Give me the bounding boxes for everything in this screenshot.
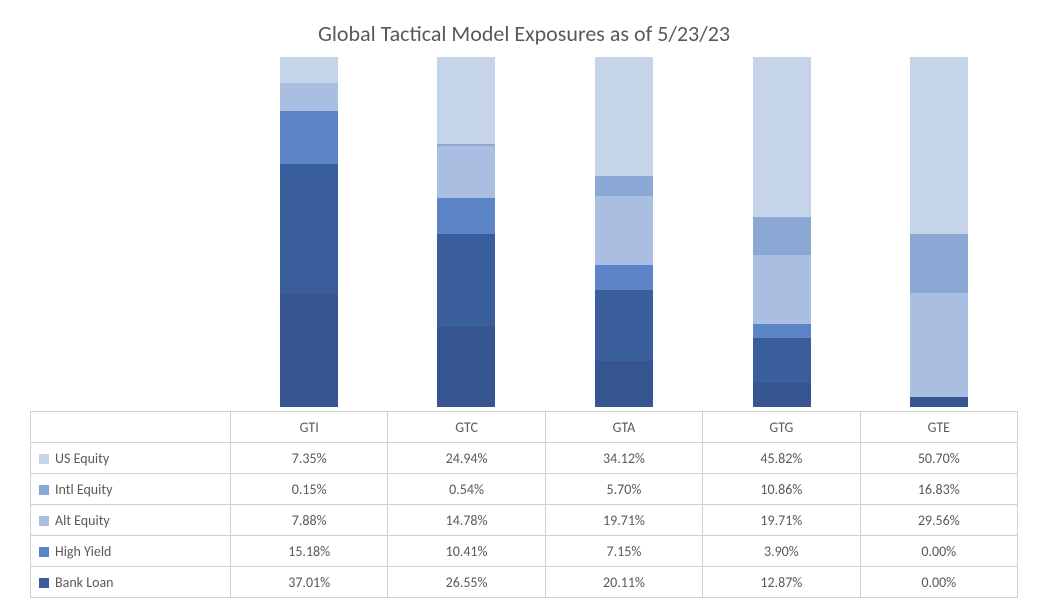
legend-swatch-icon <box>39 578 49 588</box>
chart-bar-stack <box>437 57 495 407</box>
chart-segment-high-yield <box>753 324 811 338</box>
chart-segment-us-equity <box>753 57 811 217</box>
chart-segment-high-yield <box>280 111 338 164</box>
table-header-row: GTI GTC GTA GTG GTE <box>31 412 1018 443</box>
table-cell: 3.90% <box>703 536 860 567</box>
table-row-label: Alt Equity <box>31 505 231 536</box>
chart-bar-stack <box>280 57 338 407</box>
table-row-label: US Equity <box>31 443 231 474</box>
table-cell: 5.70% <box>545 474 702 505</box>
chart-left-spacer <box>30 57 230 407</box>
chart-bar-gte <box>860 57 1018 407</box>
chart-segment-high-yield <box>437 198 495 234</box>
table-cell: 0.00% <box>860 567 1017 598</box>
chart-bar-stack <box>910 57 968 407</box>
table-cell: 7.35% <box>231 443 388 474</box>
table-col-header: GTC <box>388 412 545 443</box>
table-col-header: GTA <box>545 412 702 443</box>
chart-segment-alt-equity <box>280 83 338 111</box>
chart-segment-alt-equity <box>437 146 495 198</box>
legend-label: US Equity <box>55 450 109 467</box>
chart-title: Global Tactical Model Exposures as of 5/… <box>30 20 1018 47</box>
table-row-bank-loan: Bank Loan 37.01%26.55%20.11%12.87%0.00% <box>31 567 1018 598</box>
chart-segment-remainder <box>753 383 811 407</box>
table-col-header: GTG <box>703 412 860 443</box>
table-cell: 37.01% <box>231 567 388 598</box>
chart-bar-gti <box>230 57 388 407</box>
table-cell: 14.78% <box>388 505 545 536</box>
table-cell: 12.87% <box>703 567 860 598</box>
table-row-label: Bank Loan <box>31 567 231 598</box>
chart-segment-remainder <box>595 361 653 407</box>
legend-label: Bank Loan <box>55 574 114 591</box>
legend-swatch-icon <box>39 516 49 526</box>
chart-page: Global Tactical Model Exposures as of 5/… <box>0 0 1048 606</box>
table-col-header: GTE <box>860 412 1017 443</box>
chart-segment-bank-loan <box>280 164 338 294</box>
table-cell: 19.71% <box>545 505 702 536</box>
table-row-label: High Yield <box>31 536 231 567</box>
chart-segment-remainder <box>437 327 495 407</box>
legend-label: High Yield <box>55 543 111 560</box>
table-cell: 34.12% <box>545 443 702 474</box>
legend-swatch-icon <box>39 454 49 464</box>
table-corner-cell <box>31 412 231 443</box>
table-row-us-equity: US Equity 7.35%24.94%34.12%45.82%50.70% <box>31 443 1018 474</box>
chart-segment-us-equity <box>595 57 653 176</box>
table-col-header: GTI <box>231 412 388 443</box>
table-cell: 10.86% <box>703 474 860 505</box>
table-cell: 24.94% <box>388 443 545 474</box>
chart-bar-gta <box>545 57 703 407</box>
table-cell: 26.55% <box>388 567 545 598</box>
chart-plot-area <box>30 57 1018 407</box>
chart-segment-intl-equity <box>753 217 811 255</box>
table-cell: 0.00% <box>860 536 1017 567</box>
table-cell: 7.88% <box>231 505 388 536</box>
chart-segment-remainder <box>910 397 968 407</box>
chart-bar-gtg <box>703 57 861 407</box>
chart-segment-intl-equity <box>595 176 653 196</box>
chart-segment-alt-equity <box>910 293 968 396</box>
table-row-high-yield: High Yield 15.18%10.41%7.15%3.90%0.00% <box>31 536 1018 567</box>
table-row-label: Intl Equity <box>31 474 231 505</box>
table-cell: 0.54% <box>388 474 545 505</box>
table-cell: 19.71% <box>703 505 860 536</box>
table-cell: 29.56% <box>860 505 1017 536</box>
chart-segment-bank-loan <box>437 234 495 327</box>
chart-segment-bank-loan <box>595 290 653 360</box>
chart-segment-us-equity <box>437 57 495 144</box>
chart-segment-alt-equity <box>753 255 811 324</box>
legend-label: Intl Equity <box>55 481 112 498</box>
chart-segment-high-yield <box>595 265 653 290</box>
table-cell: 50.70% <box>860 443 1017 474</box>
legend-swatch-icon <box>39 547 49 557</box>
table-cell: 20.11% <box>545 567 702 598</box>
chart-bar-stack <box>595 57 653 407</box>
chart-bar-gtc <box>388 57 546 407</box>
chart-data-table: GTI GTC GTA GTG GTE US Equity 7.35%24.94%… <box>30 411 1018 598</box>
table-cell: 45.82% <box>703 443 860 474</box>
table-cell: 16.83% <box>860 474 1017 505</box>
legend-swatch-icon <box>39 485 49 495</box>
table-row-alt-equity: Alt Equity7.88%14.78%19.71%19.71%29.56% <box>31 505 1018 536</box>
chart-segment-intl-equity <box>910 234 968 293</box>
legend-label: Alt Equity <box>55 512 110 529</box>
chart-segment-remainder <box>280 294 338 408</box>
table-cell: 7.15% <box>545 536 702 567</box>
chart-segment-bank-loan <box>753 338 811 383</box>
chart-segment-us-equity <box>910 57 968 234</box>
table-cell: 0.15% <box>231 474 388 505</box>
chart-segment-us-equity <box>280 57 338 83</box>
table-cell: 10.41% <box>388 536 545 567</box>
table-row-intl-equity: Intl Equity 0.15%0.54%5.70%10.86%16.83% <box>31 474 1018 505</box>
chart-segment-alt-equity <box>595 196 653 265</box>
chart-bar-stack <box>753 57 811 407</box>
chart-bars-row <box>230 57 1018 407</box>
table-cell: 15.18% <box>231 536 388 567</box>
